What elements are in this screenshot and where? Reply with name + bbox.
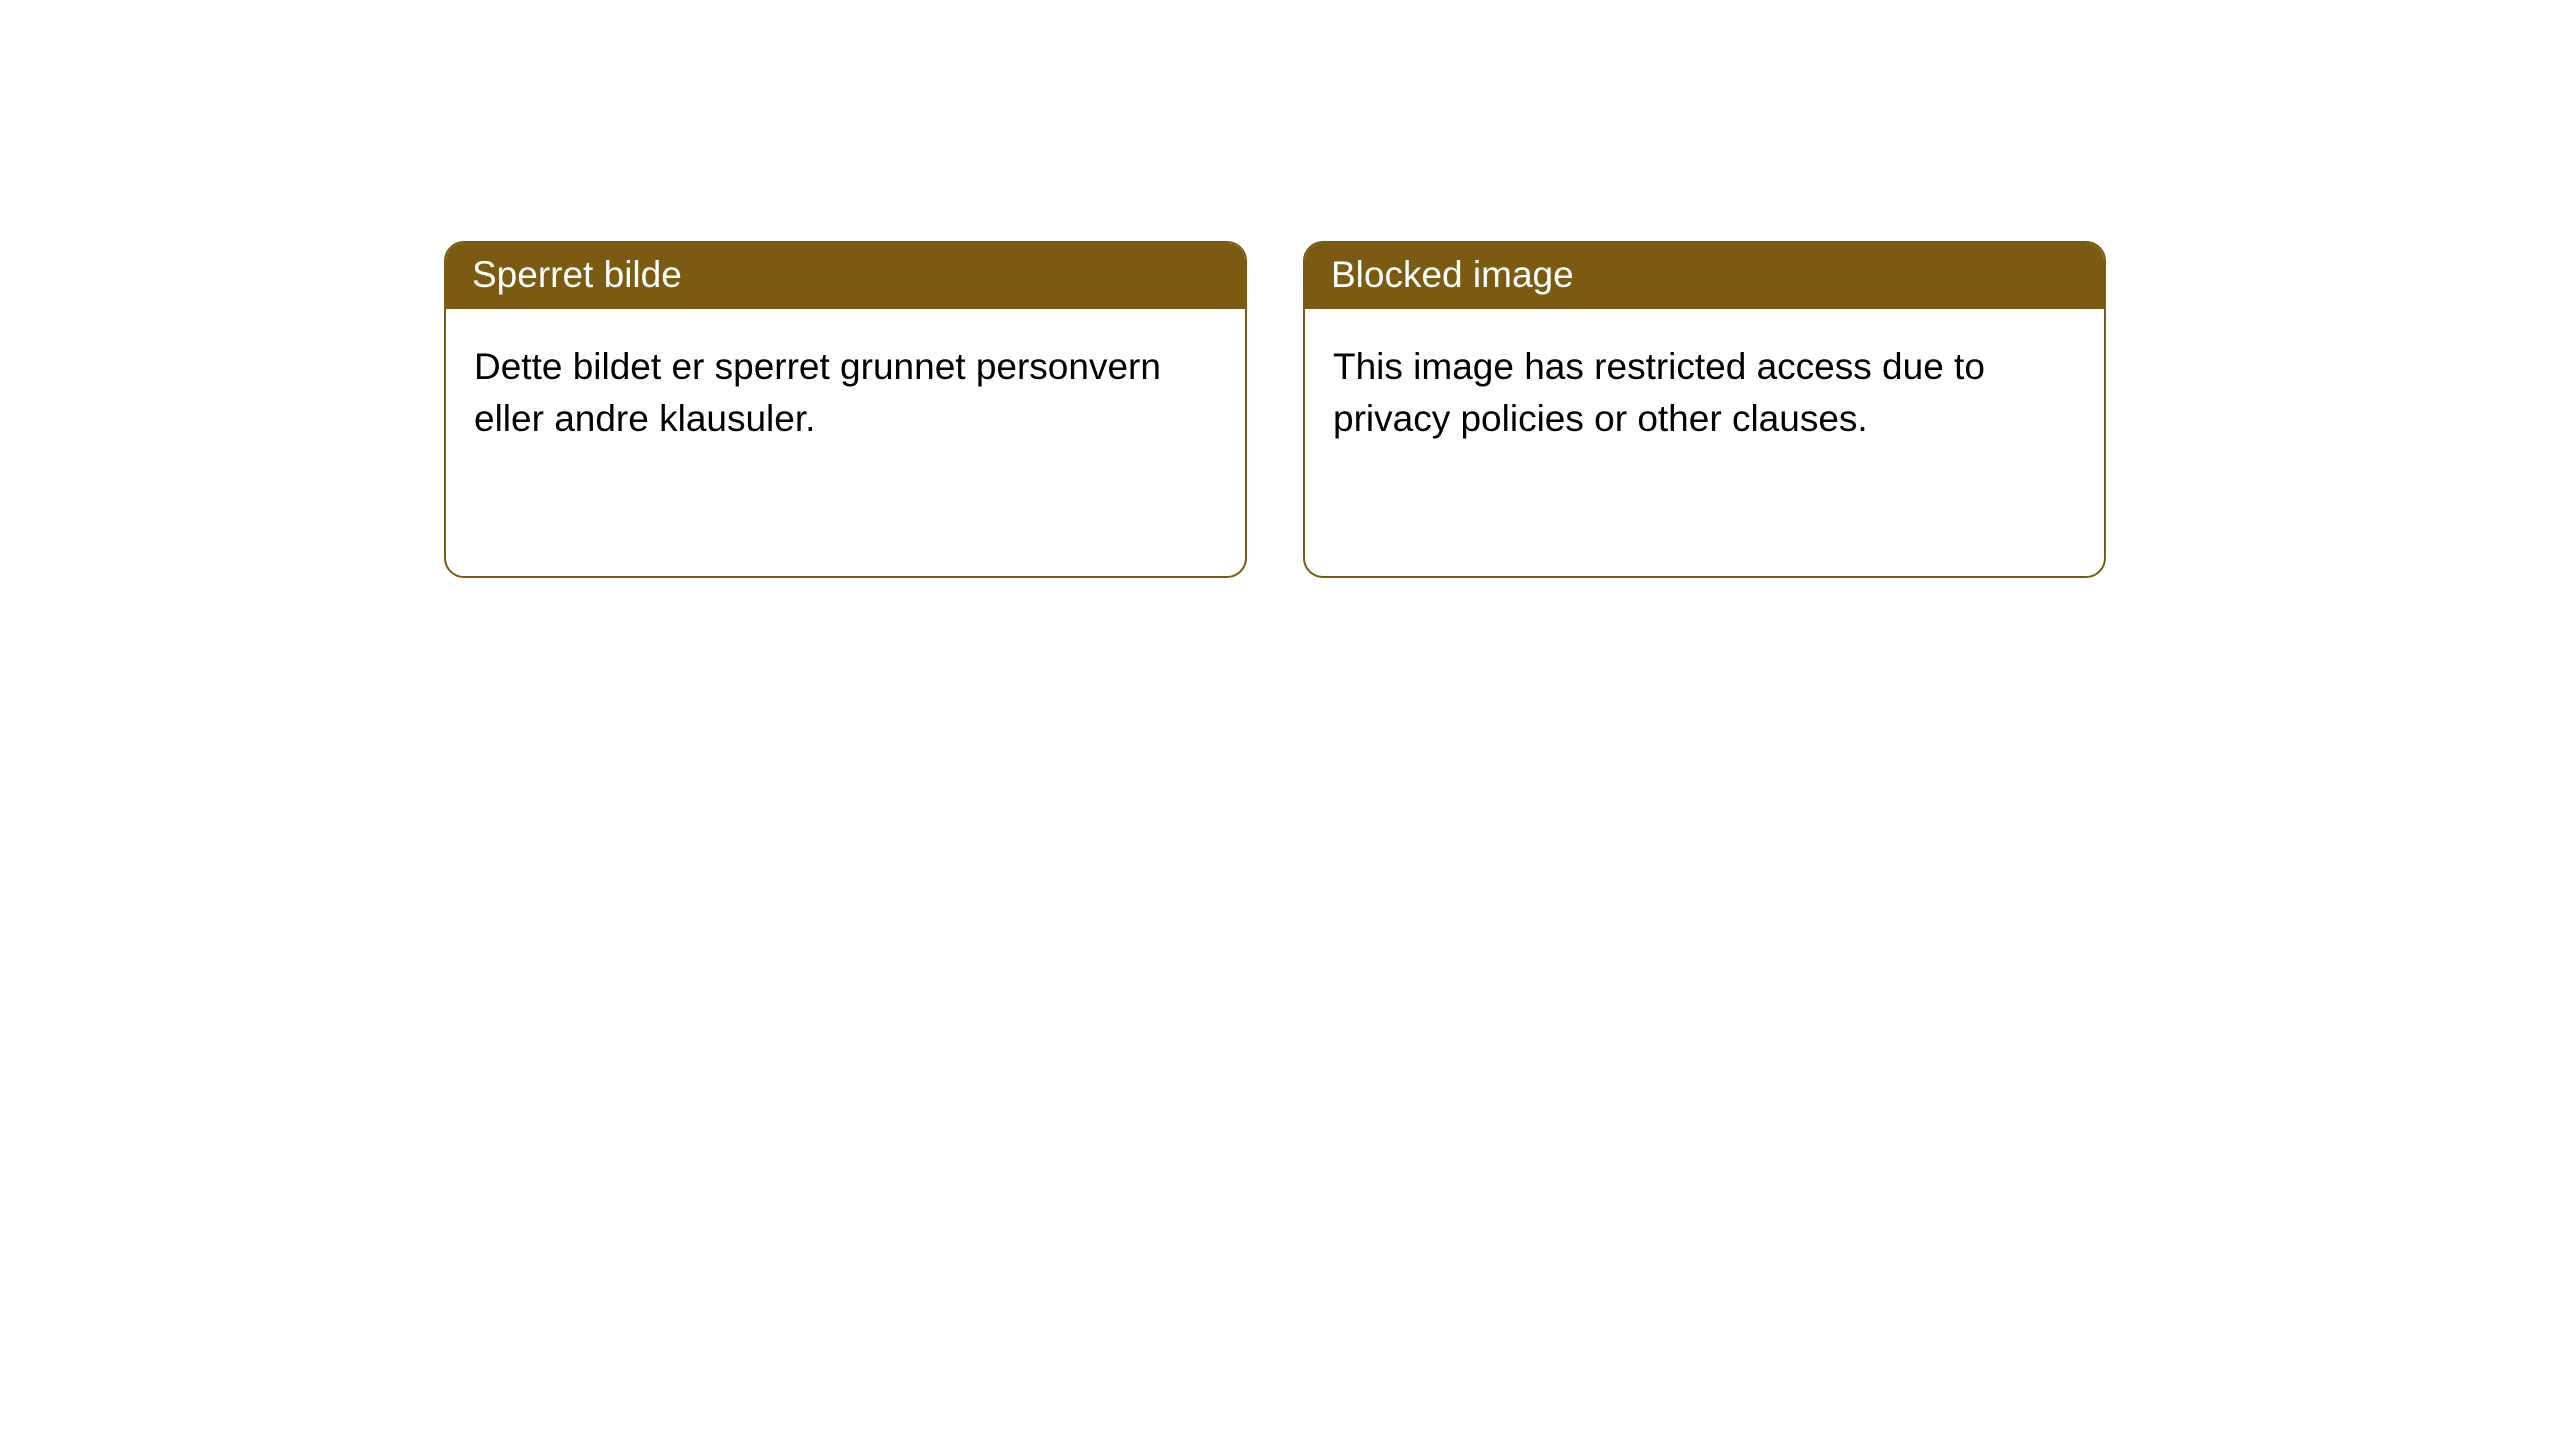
blocked-image-card-en: Blocked image This image has restricted … xyxy=(1303,241,2106,578)
card-header-no: Sperret bilde xyxy=(446,243,1245,309)
card-body-no: Dette bildet er sperret grunnet personve… xyxy=(446,309,1245,477)
blocked-image-card-no: Sperret bilde Dette bildet er sperret gr… xyxy=(444,241,1247,578)
card-body-en: This image has restricted access due to … xyxy=(1305,309,2104,477)
cards-container: Sperret bilde Dette bildet er sperret gr… xyxy=(0,0,2560,578)
card-header-en: Blocked image xyxy=(1305,243,2104,309)
